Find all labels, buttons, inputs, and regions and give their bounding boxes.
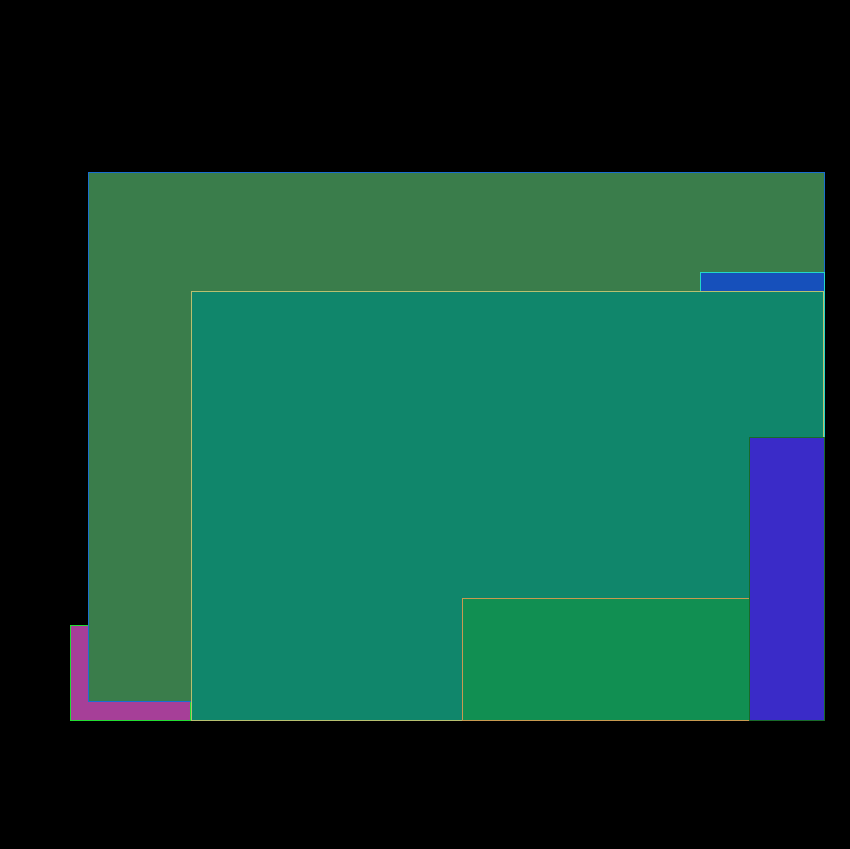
violet-rectangle <box>749 437 825 721</box>
green-rectangle <box>462 598 750 721</box>
